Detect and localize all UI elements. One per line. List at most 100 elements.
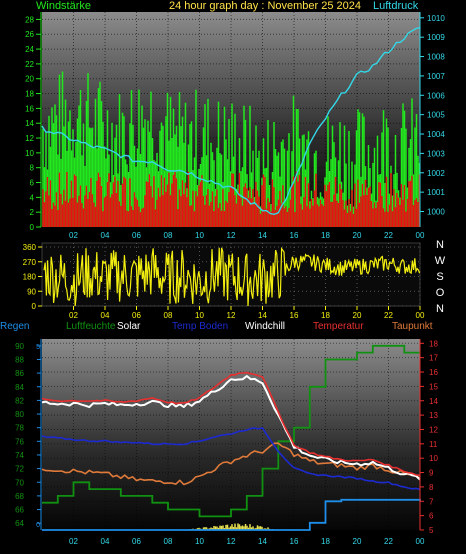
humidity-tick-label: 86 (15, 369, 24, 378)
direction-x-tick-label: 10 (195, 311, 204, 320)
direction-tick-label: 90 (27, 287, 36, 296)
temp-series-lines (41, 344, 421, 531)
temp-x-tick-label: 08 (164, 537, 173, 546)
temp-tick-label: 11 (429, 440, 438, 449)
hour-tick-label: 00 (416, 231, 425, 240)
compass-label: N (436, 239, 444, 251)
wind-series (42, 71, 421, 227)
hour-tick-label: 02 (69, 231, 78, 240)
temp-grid (42, 339, 421, 531)
temp-x-tick-label: 20 (353, 537, 362, 546)
pressure-tick-label: 1010 (427, 14, 445, 23)
compass-label: S (436, 271, 443, 283)
direction-plot-bg (41, 242, 421, 307)
wind-tick-label: 28 (25, 15, 34, 24)
humidity-tick-label: 84 (15, 383, 24, 392)
pressure-tick-label: 1008 (427, 53, 445, 62)
pressure-tick-label: 1004 (427, 130, 445, 139)
direction-x-tick-label: 06 (132, 311, 141, 320)
temp-x-tick-label: 10 (195, 537, 204, 546)
direction-x-tick-label: 20 (353, 311, 362, 320)
temp-x-tick-label: 16 (290, 537, 299, 546)
hour-tick-label: 06 (132, 231, 141, 240)
left-axis-title: Windstärke (36, 0, 91, 12)
wind-tick-label: 20 (25, 75, 34, 84)
wind-tick-label: 10 (25, 149, 34, 158)
windchill-line (41, 375, 421, 481)
wind-direction-line (43, 246, 421, 307)
wind-tick-label: 12 (25, 134, 34, 143)
temp-tick-label: 13 (429, 411, 438, 420)
temp-tick-label: 12 (429, 425, 438, 434)
direction-grid (42, 243, 421, 307)
wind-tick-label: 22 (25, 60, 34, 69)
pressure-tick-label: 1009 (427, 33, 445, 42)
right-axis-title: Luftdruck (373, 0, 419, 12)
legend-item: Taupunkt (392, 321, 433, 332)
temp-x-tick-label: 04 (101, 537, 110, 546)
compass-label: O (436, 287, 445, 299)
direction-x-tick-label: 02 (69, 311, 78, 320)
direction-tick-label: 360 (23, 243, 37, 252)
rain-tick-label: 0 (36, 522, 40, 529)
wind-x-ticks: 02 04 06 08 10 12 14 16 18 20 22 00 (69, 231, 425, 240)
wind-tick-label: 2 (30, 208, 35, 217)
temp-tick-label: 8 (429, 483, 434, 492)
humidity-line (42, 344, 420, 518)
direction-x-tick-label: 14 (258, 311, 267, 320)
wind-tick-label: 18 (25, 90, 34, 99)
dewpoint-line (41, 442, 421, 486)
pressure-tick-label: 1003 (427, 149, 445, 158)
wind-tick-label: 0 (30, 223, 35, 232)
humidity-tick-label: 64 (15, 519, 24, 528)
temp-tick-label: 16 (429, 368, 438, 377)
humidity-tick-label: 82 (15, 396, 24, 405)
humidity-tick-label: 72 (15, 465, 24, 474)
hour-tick-label: 16 (290, 231, 299, 240)
wind-tick-label: 26 (25, 30, 34, 39)
direction-tick-label: 270 (23, 258, 37, 267)
temp-axis-ticks: 5 6 7 8 9 10 11 12 13 14 15 16 17 18 (420, 339, 438, 535)
temp-tick-label: 9 (429, 469, 434, 478)
temp-x-tick-label: 14 (258, 537, 267, 546)
temperature-line (41, 371, 421, 476)
chart-legend: Regen Luftfeuchte Solar Temp Boden Windchill… (0, 321, 433, 332)
pressure-tick-label: 1005 (427, 111, 445, 120)
direction-tick-label: 180 (23, 273, 37, 282)
wind-tick-label: 4 (30, 193, 35, 202)
legend-item: Temperatur (313, 321, 364, 332)
temp-x-tick-label: 12 (227, 537, 236, 546)
pressure-tick-label: 1006 (427, 91, 445, 100)
temp-tick-label: 10 (429, 454, 438, 463)
humidity-tick-label: 76 (15, 437, 24, 446)
wind-tick-label: 8 (30, 164, 35, 173)
compass-label: N (436, 303, 444, 315)
temp-x-tick-label: 06 (132, 537, 141, 546)
hour-tick-label: 10 (195, 231, 204, 240)
hour-tick-label: 08 (164, 231, 173, 240)
legend-item: Regen (0, 321, 29, 332)
humidity-tick-label: 70 (15, 478, 24, 487)
rain-tick-label: 5 (36, 344, 40, 351)
direction-tick-label: 0 (32, 302, 37, 311)
wind-tick-label: 14 (25, 119, 34, 128)
pressure-tick-label: 1000 (427, 208, 445, 217)
temp-x-tick-label: 00 (416, 537, 425, 546)
humidity-tick-label: 74 (15, 451, 24, 460)
pressure-axis-ticks: 1000 1001 1002 1003 1004 1005 1006 1007 1008 1009… (420, 14, 445, 217)
hour-tick-label: 04 (101, 231, 110, 240)
direction-x-tick-label: 04 (101, 311, 110, 320)
direction-x-tick-label: 08 (164, 311, 173, 320)
soil-temperature-line (41, 427, 421, 491)
legend-item: Solar (117, 321, 141, 332)
direction-x-tick-label: 22 (384, 311, 393, 320)
temp-tick-label: 15 (429, 382, 438, 391)
direction-axis-ticks: 0 90 180 270 360 (23, 243, 42, 311)
temp-x-tick-label: 18 (321, 537, 330, 546)
wind-tick-label: 16 (25, 104, 34, 113)
